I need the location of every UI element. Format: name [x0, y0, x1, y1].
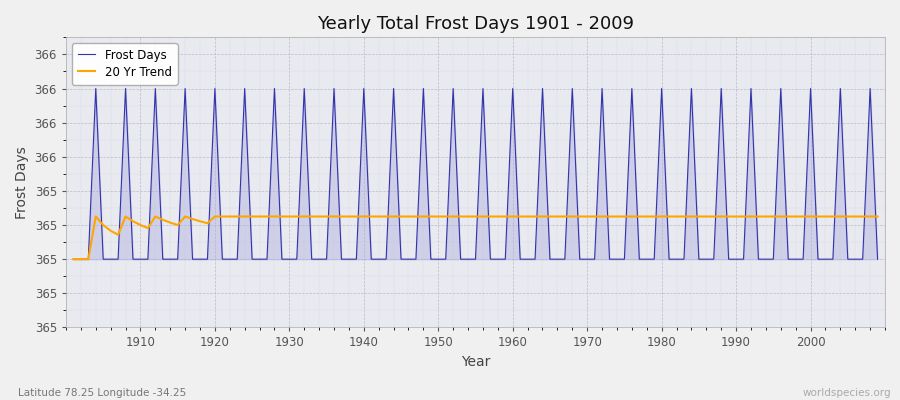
20 Yr Trend	[344, 214, 355, 219]
Y-axis label: Frost Days: Frost Days	[15, 146, 29, 219]
Text: worldspecies.org: worldspecies.org	[803, 388, 891, 398]
X-axis label: Year: Year	[461, 355, 491, 369]
Frost Days	[68, 257, 79, 262]
Frost Days	[299, 86, 310, 91]
Frost Days	[90, 86, 101, 91]
Frost Days	[135, 257, 146, 262]
20 Yr Trend	[508, 214, 518, 219]
Frost Days	[515, 257, 526, 262]
Frost Days	[508, 86, 518, 91]
20 Yr Trend	[872, 214, 883, 219]
20 Yr Trend	[90, 214, 101, 219]
20 Yr Trend	[299, 214, 310, 219]
20 Yr Trend	[135, 223, 146, 228]
Frost Days	[872, 257, 883, 262]
Title: Yearly Total Frost Days 1901 - 2009: Yearly Total Frost Days 1901 - 2009	[317, 15, 634, 33]
Text: Latitude 78.25 Longitude -34.25: Latitude 78.25 Longitude -34.25	[18, 388, 186, 398]
Line: Frost Days: Frost Days	[74, 88, 878, 259]
Frost Days	[604, 257, 615, 262]
Line: 20 Yr Trend: 20 Yr Trend	[74, 216, 878, 259]
Frost Days	[344, 257, 355, 262]
20 Yr Trend	[515, 214, 526, 219]
Legend: Frost Days, 20 Yr Trend: Frost Days, 20 Yr Trend	[72, 43, 178, 84]
20 Yr Trend	[68, 257, 79, 262]
20 Yr Trend	[604, 214, 615, 219]
